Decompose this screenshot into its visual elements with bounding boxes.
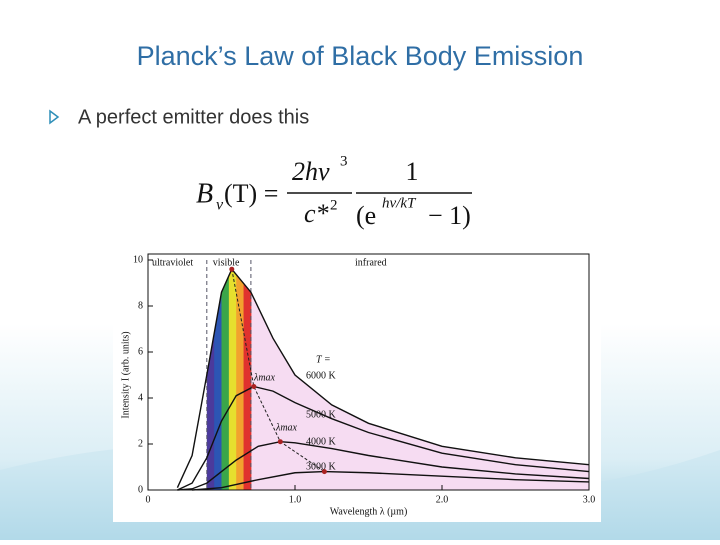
series-label: 5000 K bbox=[306, 409, 337, 420]
y-tick-label: 4 bbox=[138, 392, 143, 403]
formula-part: (e bbox=[356, 201, 376, 230]
bullet-text: A perfect emitter does this bbox=[78, 106, 309, 128]
visible-band bbox=[228, 269, 237, 490]
x-tick-label: 1.0 bbox=[289, 494, 302, 505]
y-axis-label: Intensity I (arb. units) bbox=[120, 331, 131, 418]
annotation: T = bbox=[316, 354, 331, 365]
series-label: 6000 K bbox=[306, 370, 337, 381]
formula-part: 2hν bbox=[292, 157, 330, 186]
series-line bbox=[176, 267, 590, 488]
x-tick-label: 0 bbox=[146, 494, 151, 505]
peak-dot bbox=[251, 384, 257, 389]
visible-band bbox=[236, 269, 245, 490]
y-tick-label: 10 bbox=[133, 254, 143, 265]
peak-dot bbox=[229, 266, 235, 272]
x-tick-label: 3.0 bbox=[583, 494, 596, 505]
lambda-max-path bbox=[231, 269, 325, 473]
y-tick-label: 2 bbox=[138, 438, 143, 449]
formula-part: 3 bbox=[340, 153, 348, 169]
formula-part: (T) = bbox=[224, 179, 278, 208]
peak-dot bbox=[277, 439, 283, 445]
formula-part: 2 bbox=[330, 197, 338, 213]
visible-band bbox=[243, 269, 252, 490]
visible-band bbox=[206, 269, 215, 490]
formula-part: 1 bbox=[406, 157, 419, 186]
region-label: visible bbox=[213, 257, 240, 268]
y-tick-label: 6 bbox=[138, 346, 143, 357]
plot-frame bbox=[147, 253, 590, 491]
x-axis-label: Wavelength λ (µm) bbox=[330, 506, 408, 517]
visible-band bbox=[214, 269, 222, 490]
formula-part: hν/kT bbox=[382, 195, 417, 211]
bullet-icon bbox=[49, 109, 60, 125]
visible-band bbox=[221, 269, 230, 490]
annotation: λmax bbox=[253, 372, 276, 383]
y-tick-label: 8 bbox=[138, 300, 143, 311]
series-line bbox=[177, 385, 590, 491]
region-label: infrared bbox=[355, 257, 387, 268]
series-label: 3000 K bbox=[306, 461, 337, 472]
series-label: 4000 K bbox=[306, 436, 337, 447]
formula: B ν (T) = 2hν 3 c* 2 1 (e hν/kT − 1) bbox=[196, 153, 472, 230]
peak-dot bbox=[321, 469, 327, 475]
annotation: λmax bbox=[275, 422, 298, 433]
slide-title: Planck’s Law of Black Body Emission bbox=[137, 41, 584, 71]
region-label: ultraviolet bbox=[152, 257, 193, 268]
formula-part: − 1) bbox=[428, 201, 471, 230]
formula-part: c* bbox=[304, 199, 329, 228]
formula-part: ν bbox=[216, 197, 224, 214]
formula-part: B bbox=[196, 178, 213, 209]
y-tick-label: 0 bbox=[138, 484, 143, 495]
x-tick-label: 2.0 bbox=[436, 494, 449, 505]
